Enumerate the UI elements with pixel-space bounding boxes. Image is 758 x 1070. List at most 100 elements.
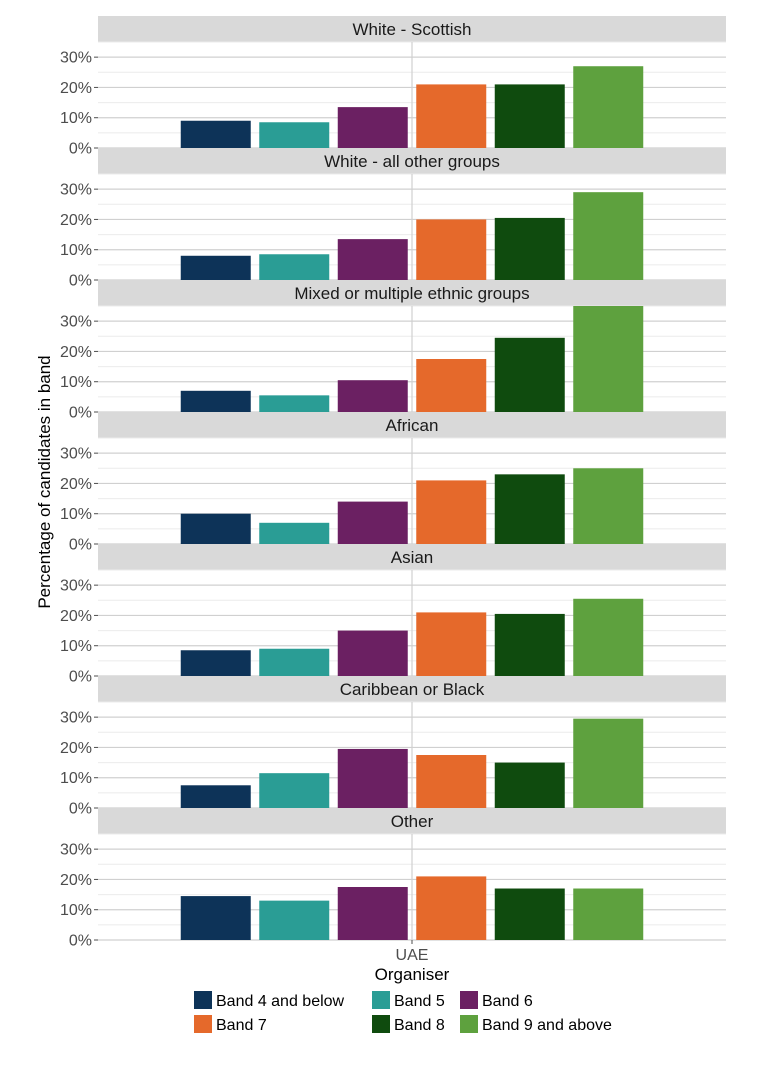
facet-strip xyxy=(98,544,726,570)
y-tick-label: 0% xyxy=(69,537,92,554)
facet-strip xyxy=(98,676,726,702)
facet-panel: Other 0% 10% 20% 30% xyxy=(60,808,726,950)
legend: Band 4 and below Band 5 Band 6 Band 7 Band 8… xyxy=(194,991,612,1034)
facet-title: Caribbean or Black xyxy=(340,680,485,699)
bar-band-4-and-below xyxy=(180,120,251,148)
bar-band-7 xyxy=(416,876,487,940)
y-tick-label: 30% xyxy=(60,710,92,727)
bar-band-5 xyxy=(259,122,330,148)
facet-title: African xyxy=(386,416,439,435)
facet-title: Mixed or multiple ethnic groups xyxy=(294,284,529,303)
x-tick-label: UAE xyxy=(396,947,429,964)
facet-strip xyxy=(98,280,726,306)
legend-label: Band 9 and above xyxy=(482,1017,612,1034)
facet-title: Other xyxy=(391,812,434,831)
y-tick-label: 20% xyxy=(60,740,92,757)
bar-band-8 xyxy=(494,217,565,280)
bar-band-8 xyxy=(494,888,565,940)
legend-item: Band 4 and below xyxy=(194,991,345,1010)
y-tick-label: 30% xyxy=(60,314,92,331)
facet-panel: Asian 0% 10% 20% 30% xyxy=(60,544,726,686)
bar-band-4-and-below xyxy=(180,390,251,412)
legend-label: Band 5 xyxy=(394,993,445,1010)
bar-band-4-and-below xyxy=(180,896,251,940)
bar-band-5 xyxy=(259,522,330,544)
y-tick-label: 10% xyxy=(60,242,92,259)
x-axis-title: Organiser xyxy=(375,965,450,984)
facet-panel: White - all other groups 0% 10% 20% 30% xyxy=(60,148,726,290)
y-tick-label: 0% xyxy=(69,933,92,950)
y-tick-label: 0% xyxy=(69,405,92,422)
y-axis-title: Percentage of candidates in band xyxy=(35,355,54,608)
bar-band-6 xyxy=(337,887,408,940)
bar-band-7 xyxy=(416,359,487,412)
facet-panel: Caribbean or Black 0% 10% 20% 30% xyxy=(60,676,726,818)
legend-swatch xyxy=(372,1015,390,1033)
y-tick-label: 30% xyxy=(60,842,92,859)
y-tick-label: 20% xyxy=(60,212,92,229)
legend-swatch xyxy=(460,1015,478,1033)
y-tick-label: 30% xyxy=(60,578,92,595)
bar-band-5 xyxy=(259,254,330,280)
y-tick-label: 20% xyxy=(60,344,92,361)
facet-panel: African 0% 10% 20% 30% xyxy=(60,412,726,554)
facet-strip xyxy=(98,412,726,438)
facet-title: White - Scottish xyxy=(352,20,471,39)
facet-panel: Mixed or multiple ethnic groups 0% 10% 20% 3… xyxy=(60,280,726,422)
legend-label: Band 4 and below xyxy=(216,993,345,1010)
bar-band-9-and-above xyxy=(573,192,644,280)
bar-band-9-and-above xyxy=(573,718,644,808)
bar-band-7 xyxy=(416,219,487,280)
y-tick-label: 0% xyxy=(69,273,92,290)
y-tick-label: 20% xyxy=(60,872,92,889)
legend-swatch xyxy=(194,991,212,1009)
bar-band-8 xyxy=(494,84,565,148)
legend-item: Band 6 xyxy=(460,991,533,1010)
y-tick-label: 30% xyxy=(60,50,92,67)
bar-band-6 xyxy=(337,380,408,412)
legend-label: Band 8 xyxy=(394,1017,445,1034)
bar-band-7 xyxy=(416,612,487,676)
y-tick-label: 0% xyxy=(69,141,92,158)
y-tick-label: 20% xyxy=(60,476,92,493)
bar-band-9-and-above xyxy=(573,888,644,940)
y-tick-label: 10% xyxy=(60,638,92,655)
bar-band-9-and-above xyxy=(573,306,644,412)
legend-label: Band 7 xyxy=(216,1017,267,1034)
bar-band-6 xyxy=(337,239,408,280)
facet-strip xyxy=(98,16,726,42)
bar-band-6 xyxy=(337,107,408,148)
bar-band-9-and-above xyxy=(573,598,644,676)
legend-item: Band 5 xyxy=(372,991,445,1010)
bar-band-5 xyxy=(259,900,330,940)
y-tick-label: 0% xyxy=(69,801,92,818)
bar-band-4-and-below xyxy=(180,785,251,808)
y-tick-label: 10% xyxy=(60,902,92,919)
bar-band-8 xyxy=(494,474,565,544)
bar-band-8 xyxy=(494,613,565,676)
bar-band-4-and-below xyxy=(180,513,251,544)
bar-band-5 xyxy=(259,773,330,808)
bar-band-5 xyxy=(259,648,330,676)
facet-title: Asian xyxy=(391,548,434,567)
facet-strip xyxy=(98,808,726,834)
bar-band-5 xyxy=(259,395,330,412)
legend-label: Band 6 xyxy=(482,993,533,1010)
facet-strip xyxy=(98,148,726,174)
bar-band-4-and-below xyxy=(180,255,251,280)
y-tick-label: 10% xyxy=(60,374,92,391)
facet-panel: White - Scottish 0% 10% 20% 30% xyxy=(60,16,726,158)
bar-band-9-and-above xyxy=(573,468,644,544)
bar-band-7 xyxy=(416,755,487,808)
y-tick-label: 30% xyxy=(60,182,92,199)
bar-band-9-and-above xyxy=(573,66,644,148)
bar-band-6 xyxy=(337,630,408,676)
bar-band-6 xyxy=(337,501,408,544)
y-tick-label: 10% xyxy=(60,506,92,523)
legend-swatch xyxy=(194,1015,212,1033)
legend-item: Band 8 xyxy=(372,1015,445,1034)
bar-band-8 xyxy=(494,337,565,412)
legend-swatch xyxy=(372,991,390,1009)
